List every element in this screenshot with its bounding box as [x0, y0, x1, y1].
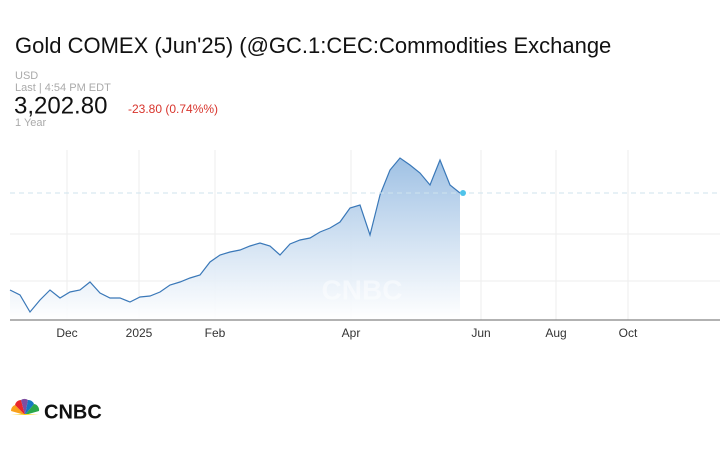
cnbc-logo: CNBC — [10, 398, 102, 423]
plot-area: Dec 2025 Feb Apr Jun Aug Oct — [9, 150, 720, 340]
line — [9, 157, 461, 314]
watermark: CNBC — [322, 274, 403, 305]
price: 3,202.80 — [14, 92, 107, 119]
change: -23.80 (0.74%%) — [128, 102, 218, 116]
x-tick-label: Dec — [56, 326, 77, 340]
timestamp: Last | 4:54 PM EDT — [15, 82, 111, 94]
x-tick-label: Feb — [205, 326, 226, 340]
last-point — [460, 190, 466, 197]
area — [10, 158, 460, 320]
chart-title: Gold COMEX (Jun'25) (@GC.1:CEC:Commoditi… — [15, 33, 611, 58]
currency: USD — [15, 70, 38, 82]
x-tick-label: Jun — [471, 326, 490, 340]
x-tick-label: Apr — [342, 326, 361, 340]
x-tick-label: 2025 — [126, 326, 153, 340]
x-tick-label: Oct — [619, 326, 638, 340]
x-tick-label: Aug — [545, 326, 566, 340]
range: 1 Year — [15, 117, 47, 129]
logo-text: CNBC — [44, 401, 102, 423]
